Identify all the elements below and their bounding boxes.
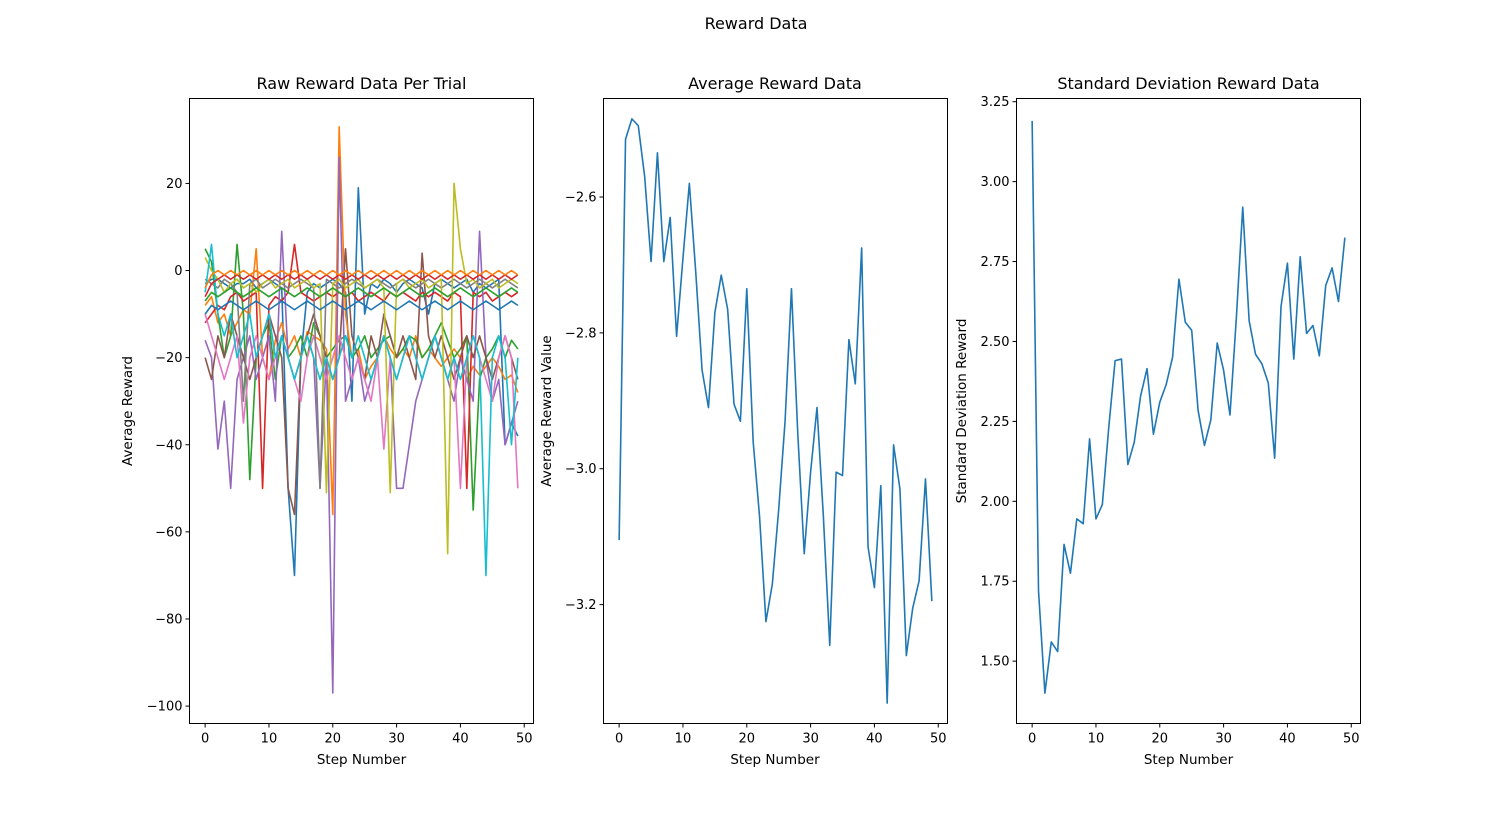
y-tick-label: −60: [155, 525, 182, 540]
x-tick-label: 40: [866, 732, 883, 747]
y-tick-label: −80: [155, 612, 182, 627]
x-tick-label: 30: [802, 732, 819, 747]
average-reward-x-axis: 0 10 20 30 40 50: [615, 723, 947, 747]
series-line-12: [204, 300, 519, 315]
series-line-10: [204, 274, 519, 298]
y-tick-label: 1.50: [981, 655, 1010, 670]
x-tick-label: 50: [516, 732, 533, 747]
x-tick-label: 50: [930, 732, 947, 747]
x-tick-label: 40: [452, 732, 469, 747]
average-reward-chart: Average Reward Data 0 10 20 30 40 50 −3.2 −3.0…: [539, 74, 948, 768]
raw-reward-x-label: Step Number: [317, 752, 407, 768]
figure-suptitle: Reward Data: [705, 14, 808, 33]
chart-title-raw: Raw Reward Data Per Trial: [257, 74, 467, 93]
x-tick-label: 30: [1215, 732, 1232, 747]
average-reward-axes-frame: [603, 98, 948, 724]
x-tick-label: 10: [261, 732, 278, 747]
x-tick-label: 40: [1279, 732, 1296, 747]
std-reward-y-label: Standard Deviation Reward: [954, 319, 970, 504]
x-tick-label: 20: [325, 732, 342, 747]
y-tick-label: −3.2: [565, 598, 597, 613]
chart-title-average: Average Reward Data: [688, 74, 862, 93]
std-reward-chart: Standard Deviation Reward Data 0 10 20 30 40…: [954, 74, 1361, 768]
raw-reward-chart: Raw Reward Data Per Trial 0 10 20 30 40 50 −1…: [120, 74, 534, 768]
std-reward-x-label: Step Number: [1144, 752, 1234, 768]
raw-reward-y-axis: −100 −80 −60 −40 −20 0 20: [147, 177, 190, 715]
x-tick-label: 30: [388, 732, 405, 747]
y-tick-label: 3.00: [981, 175, 1010, 190]
x-tick-label: 20: [1152, 732, 1169, 747]
y-tick-label: 0: [174, 264, 182, 279]
series-line-7: [204, 278, 519, 490]
x-tick-label: 0: [201, 732, 209, 747]
x-tick-label: 20: [739, 732, 756, 747]
x-tick-label: 0: [615, 732, 623, 747]
raw-reward-axes-frame: [189, 98, 534, 724]
y-tick-label: 2.25: [981, 415, 1010, 430]
y-tick-label: 2.50: [981, 335, 1010, 350]
average-reward-y-axis: −3.2 −3.0 −2.8 −2.6: [565, 191, 604, 613]
chart-title-std: Standard Deviation Reward Data: [1057, 74, 1319, 93]
y-tick-label: 1.75: [981, 575, 1010, 590]
series-line-0: [618, 118, 933, 704]
series-line-11: [204, 269, 519, 289]
series-line-6: [204, 313, 519, 490]
series-line-3: [204, 243, 519, 490]
y-tick-label: 2.00: [981, 495, 1010, 510]
y-tick-label: 3.25: [981, 95, 1010, 110]
raw-reward-plot-area: [204, 126, 519, 694]
x-tick-label: 10: [675, 732, 692, 747]
y-tick-label: −2.8: [565, 326, 597, 341]
raw-reward-y-label: Average Reward: [120, 356, 136, 466]
series-line-9: [204, 243, 519, 577]
std-reward-axes-frame: [1016, 98, 1361, 724]
y-tick-label: −20: [155, 351, 182, 366]
average-reward-y-label: Average Reward Value: [539, 335, 555, 486]
x-tick-label: 0: [1028, 732, 1036, 747]
std-reward-x-axis: 0 10 20 30 40 50: [1028, 723, 1360, 747]
std-reward-y-axis: 1.50 1.75 2.00 2.25 2.50 2.75 3.00 3.25: [981, 95, 1017, 670]
y-tick-label: −40: [155, 438, 182, 453]
y-tick-label: −2.6: [565, 191, 597, 206]
y-tick-label: 2.75: [981, 255, 1010, 270]
y-tick-label: 20: [166, 177, 183, 192]
series-line-0: [1031, 120, 1346, 694]
average-reward-x-label: Step Number: [730, 752, 820, 768]
average-reward-plot-area: [618, 118, 933, 704]
series-line-13: [204, 287, 519, 302]
x-tick-label: 10: [1088, 732, 1105, 747]
x-tick-label: 50: [1343, 732, 1360, 747]
series-line-8: [204, 182, 519, 555]
raw-reward-x-axis: 0 10 20 30 40 50: [201, 723, 533, 747]
y-tick-label: −3.0: [565, 462, 597, 477]
y-tick-label: −100: [147, 700, 183, 715]
std-reward-plot-area: [1031, 120, 1346, 694]
